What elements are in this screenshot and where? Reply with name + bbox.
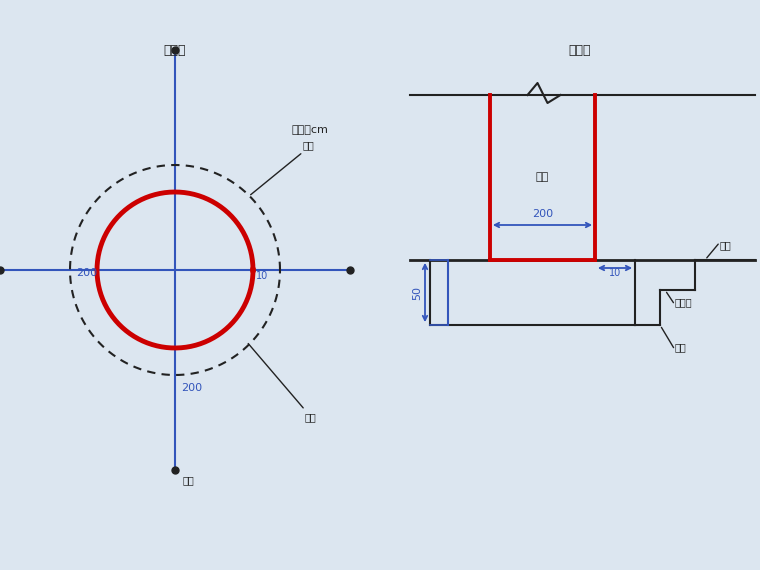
Text: 桩身: 桩身 (536, 173, 549, 182)
Text: 200: 200 (77, 268, 97, 278)
Text: 50: 50 (412, 286, 422, 299)
Text: 200: 200 (181, 383, 202, 393)
Text: 桩径: 桩径 (675, 342, 687, 352)
Text: 10: 10 (256, 271, 268, 281)
Text: 护壁: 护壁 (303, 140, 315, 150)
Text: 平面图: 平面图 (163, 43, 186, 56)
Text: 地面: 地面 (720, 240, 732, 250)
Text: 剖面图: 剖面图 (568, 43, 591, 56)
Text: 桩径: 桩径 (183, 475, 195, 485)
Text: 200: 200 (532, 209, 553, 219)
Text: 单位：cm: 单位：cm (292, 125, 328, 135)
Text: 10: 10 (609, 268, 621, 278)
Text: 桩径: 桩径 (305, 412, 317, 422)
Text: 护壁厚: 护壁厚 (675, 297, 692, 307)
